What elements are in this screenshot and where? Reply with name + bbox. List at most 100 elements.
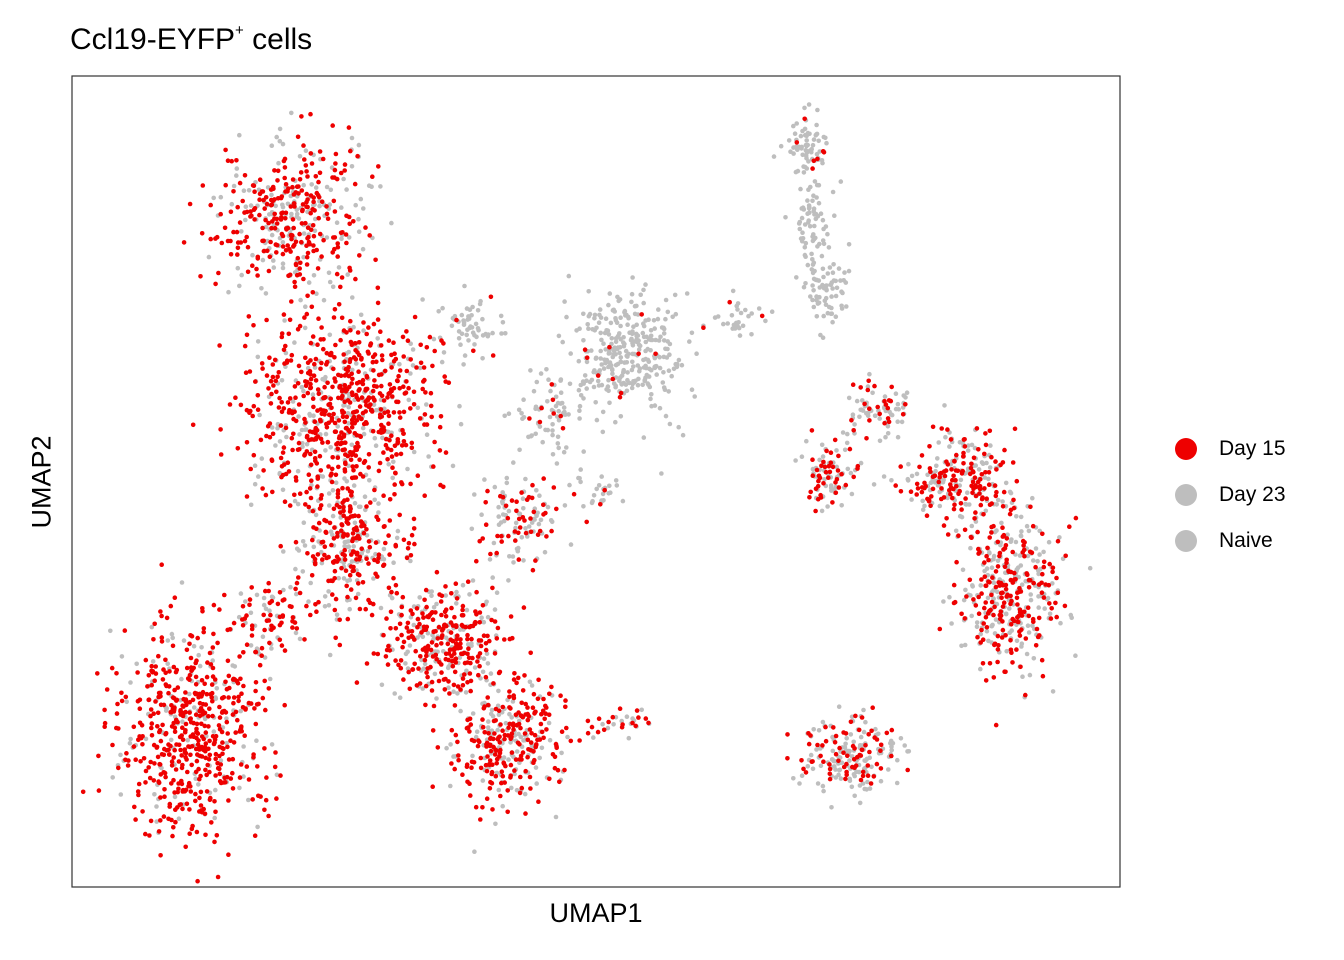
point-day-15 [330, 592, 335, 597]
point-day-15 [993, 493, 999, 499]
point-day-23-naive [460, 582, 466, 588]
point-day-15 [371, 651, 377, 656]
point-day-23-naive [810, 234, 815, 239]
point-day-15 [633, 723, 638, 729]
point-day-23-naive [323, 448, 328, 453]
point-day-23-naive [864, 787, 869, 792]
point-day-23-naive [206, 254, 212, 260]
point-day-23-naive [168, 737, 174, 743]
point-day-23-naive [462, 283, 467, 289]
point-day-15 [368, 407, 374, 413]
point-day-15 [287, 396, 293, 401]
point-day-23-naive [458, 708, 463, 714]
point-day-23-naive [1003, 611, 1009, 617]
point-day-15 [862, 401, 867, 407]
point-day-23-naive [213, 696, 219, 702]
point-day-15 [248, 408, 253, 414]
point-day-15 [309, 573, 315, 578]
point-day-23-naive [275, 425, 280, 431]
point-day-15 [1033, 564, 1038, 570]
point-day-23-naive [636, 347, 642, 352]
point-day-15 [819, 463, 824, 469]
point-day-15 [252, 706, 257, 711]
point-day-15 [333, 596, 339, 602]
point-day-15 [962, 527, 968, 533]
point-day-23-naive [968, 593, 973, 598]
point-day-23-naive [791, 145, 796, 150]
point-day-15 [171, 707, 177, 712]
point-day-23-naive [576, 387, 582, 393]
point-day-15 [347, 509, 353, 514]
point-day-23-naive [237, 785, 242, 791]
point-day-23-naive [241, 774, 246, 779]
point-day-23-naive [479, 512, 484, 517]
point-day-15 [454, 317, 459, 323]
point-day-15 [468, 678, 474, 684]
point-day-15 [802, 116, 807, 122]
point-day-23-naive [871, 482, 877, 487]
point-day-23-naive [586, 326, 591, 332]
point-day-15 [982, 605, 987, 611]
point-day-15 [292, 284, 298, 290]
point-day-23-naive [631, 380, 637, 385]
point-day-15 [355, 153, 360, 159]
point-day-15 [449, 727, 455, 733]
point-day-15 [528, 786, 533, 791]
point-day-23-naive [906, 749, 912, 754]
point-day-15 [539, 711, 544, 717]
point-day-15 [436, 678, 442, 684]
point-day-15 [348, 564, 354, 569]
point-day-15 [322, 412, 327, 417]
point-day-23-naive [606, 302, 611, 308]
point-day-15 [202, 811, 208, 817]
point-day-23-naive [501, 518, 507, 524]
point-day-15 [296, 440, 302, 446]
point-day-23-naive [598, 356, 603, 361]
point-day-23-naive [296, 414, 301, 419]
point-day-23-naive [616, 298, 621, 304]
point-day-15 [500, 704, 506, 710]
point-day-15 [169, 759, 175, 764]
point-day-15 [1010, 460, 1016, 465]
point-day-15 [188, 655, 194, 661]
point-day-23-naive [300, 539, 306, 544]
point-day-15 [335, 440, 341, 446]
point-day-15 [349, 371, 355, 377]
point-day-23-naive [672, 292, 678, 298]
point-day-23-naive [528, 368, 533, 373]
point-day-15 [281, 312, 287, 317]
point-day-15 [293, 539, 299, 545]
point-day-23-naive [653, 337, 658, 343]
point-day-15 [300, 208, 305, 214]
point-day-15 [324, 425, 330, 430]
point-day-15 [332, 420, 338, 426]
point-day-15 [987, 661, 993, 666]
point-day-23-naive [230, 663, 235, 668]
point-day-15 [563, 698, 568, 703]
point-day-15 [440, 633, 445, 638]
point-day-15 [409, 532, 415, 538]
point-day-15 [993, 584, 999, 590]
legend-key-day-23 [1175, 484, 1197, 506]
point-day-23-naive [834, 448, 839, 453]
point-day-15 [213, 281, 218, 287]
point-day-23-naive [823, 302, 829, 308]
point-day-15 [257, 197, 262, 202]
chart-title-superscript: + [235, 22, 244, 39]
point-day-15 [937, 475, 942, 480]
point-day-15 [275, 178, 280, 183]
point-day-15 [203, 730, 209, 735]
point-day-23-naive [1047, 611, 1053, 617]
point-day-15 [533, 558, 538, 563]
point-day-15 [366, 325, 371, 330]
point-day-15 [259, 645, 265, 651]
point-day-23-naive [846, 395, 852, 401]
point-day-15 [313, 378, 319, 383]
point-day-23-naive [110, 775, 115, 780]
point-day-15 [371, 601, 376, 607]
point-day-23-naive [599, 362, 604, 367]
point-day-15 [374, 384, 380, 389]
point-day-15 [529, 731, 534, 736]
point-day-23-naive [354, 361, 359, 366]
point-day-23-naive [280, 141, 286, 147]
